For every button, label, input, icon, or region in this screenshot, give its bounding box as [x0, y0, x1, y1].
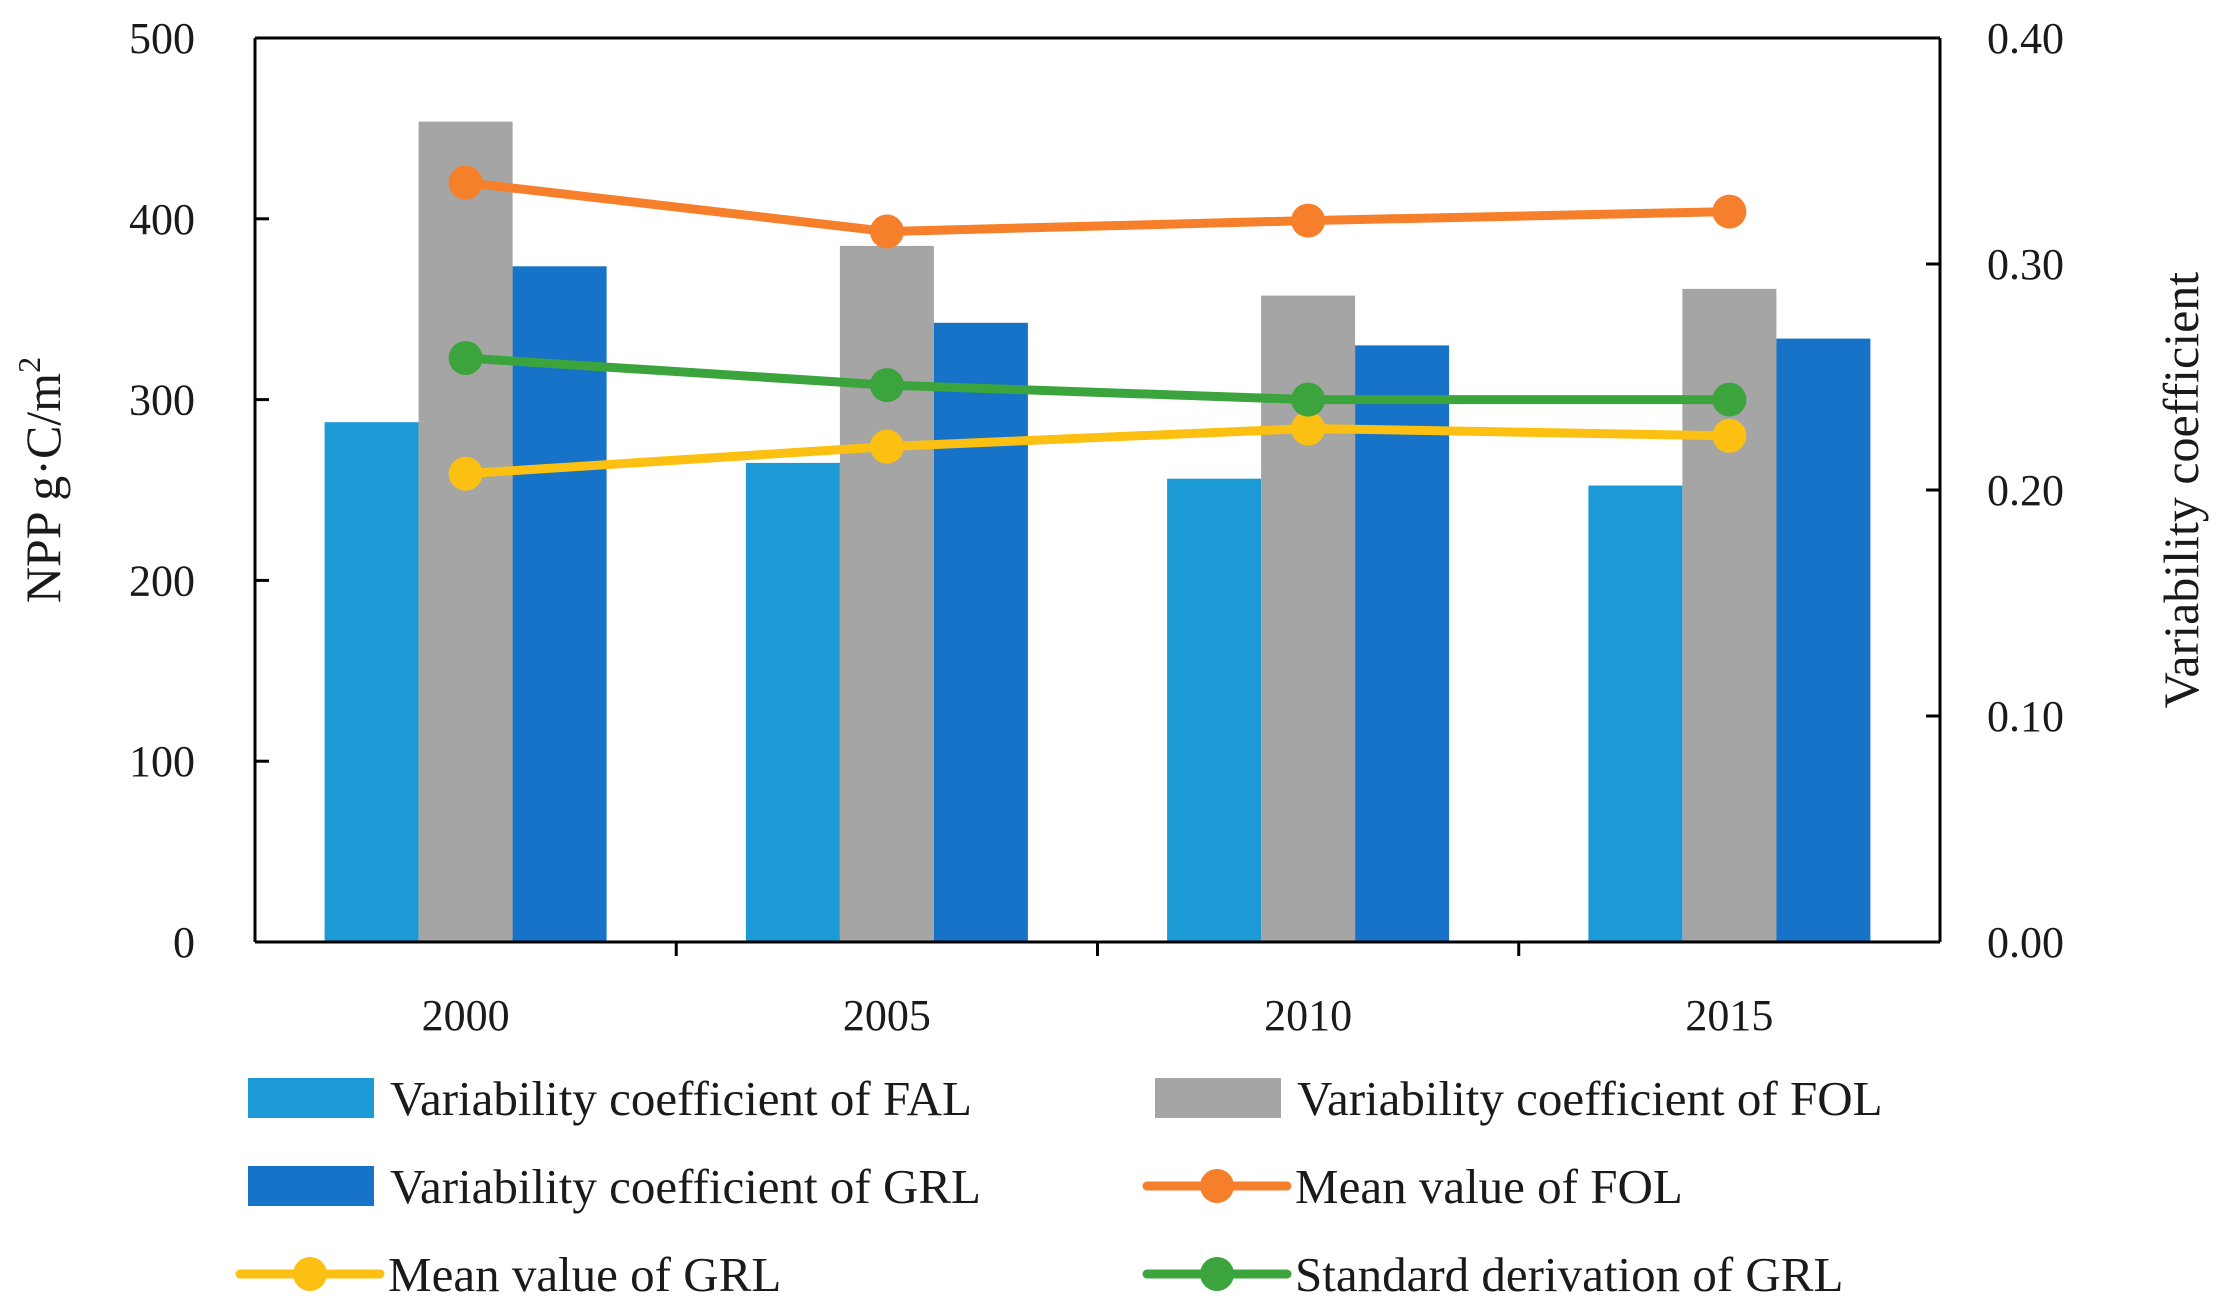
right-tick-label: 0.30	[1987, 240, 2064, 289]
ticks-layer: 0 100 200 300 400 500 0.00 0.10 0.20 0.30 0.40 2000…	[129, 14, 2064, 1040]
legend-swatch-marker	[1200, 1257, 1234, 1291]
bar-1-2015	[1588, 485, 1683, 942]
legend-label: Variability coefficient of FOL	[1297, 1071, 1883, 1126]
right-tick-label: 0.20	[1987, 466, 2064, 515]
x-tick-label: 2010	[1264, 991, 1352, 1040]
legend-item: Variability coefficient of FOL	[1155, 1071, 1883, 1126]
left-tick-label: 0	[173, 918, 195, 967]
legend-swatch-bar	[248, 1078, 374, 1118]
line-point-3-2010	[1291, 382, 1326, 417]
line-point-1-2005	[869, 214, 904, 249]
line-series-2	[461, 424, 1734, 479]
left-tick-label: 500	[129, 14, 195, 63]
bar-1-2010	[1167, 478, 1262, 942]
legend-label: Variability coefficient of GRL	[390, 1159, 981, 1214]
x-tick-label: 2005	[843, 991, 931, 1040]
line-point-2-2015	[1712, 418, 1747, 453]
line-point-1-2010	[1291, 203, 1326, 238]
line-point-2-2000	[448, 456, 483, 491]
legend-label: Variability coefficient of FAL	[390, 1071, 972, 1126]
legend-label: Mean value of GRL	[388, 1247, 781, 1302]
legend-swatch-bar	[1155, 1078, 1281, 1118]
line-point-3-2000	[448, 341, 483, 375]
legend-swatch-marker	[1200, 1169, 1234, 1203]
line-point-3-2005	[869, 368, 904, 403]
legend-swatch-marker	[293, 1257, 327, 1291]
bar-1-2005	[745, 462, 840, 942]
bar-2-2005	[839, 245, 934, 942]
legend-item: Mean value of GRL	[235, 1247, 781, 1302]
bar-2-2000	[418, 121, 513, 943]
legend-label: Mean value of FOL	[1295, 1159, 1683, 1214]
bar-3-2005	[933, 322, 1028, 942]
legend-item: Variability coefficient of GRL	[248, 1159, 981, 1214]
line-point-1-2000	[448, 165, 483, 200]
x-tick-label: 2000	[422, 991, 510, 1040]
titles-layer: NPP g·C/m2 Variability coefficient	[11, 272, 2209, 709]
legend-swatch-bar	[248, 1166, 374, 1206]
left-tick-label: 200	[129, 556, 195, 605]
right-tick-label: 0.40	[1987, 14, 2064, 63]
bar-1-2000	[324, 422, 419, 942]
bar-3-2015	[1776, 338, 1871, 943]
right-tick-label: 0.10	[1987, 692, 2064, 741]
x-tick-label: 2015	[1685, 991, 1773, 1040]
axes-layer	[253, 36, 1942, 944]
left-axis-title: NPP g·C/m2	[11, 357, 71, 603]
left-tick-label: 400	[129, 195, 195, 244]
left-axis-title-main: NPP g·C/m	[15, 373, 71, 603]
line-point-1-2015	[1712, 194, 1747, 229]
line-point-2-2005	[869, 429, 904, 464]
bar-3-2000	[512, 266, 607, 942]
right-axis-title: Variability coefficient	[2153, 272, 2209, 709]
lines-layer	[448, 165, 1747, 491]
right-tick-label: 0.00	[1987, 918, 2064, 967]
legend-label: Standard derivation of GRL	[1295, 1247, 1843, 1302]
line-point-2-2010	[1291, 411, 1326, 446]
left-axis-title-superscript: 2	[11, 357, 47, 373]
legend-item: Standard derivation of GRL	[1142, 1247, 1843, 1302]
line-series-3	[461, 353, 1734, 405]
legend-item: Mean value of FOL	[1142, 1159, 1683, 1214]
line-point-3-2015	[1712, 382, 1747, 417]
left-tick-label: 100	[129, 737, 195, 786]
line-series-1	[461, 178, 1734, 236]
bar-3-2010	[1355, 345, 1450, 942]
legend-item: Variability coefficient of FAL	[248, 1071, 972, 1126]
legend: Variability coefficient of FAL Variabilit…	[235, 1071, 1883, 1302]
bars-layer	[324, 121, 1871, 943]
left-tick-label: 300	[129, 376, 195, 425]
